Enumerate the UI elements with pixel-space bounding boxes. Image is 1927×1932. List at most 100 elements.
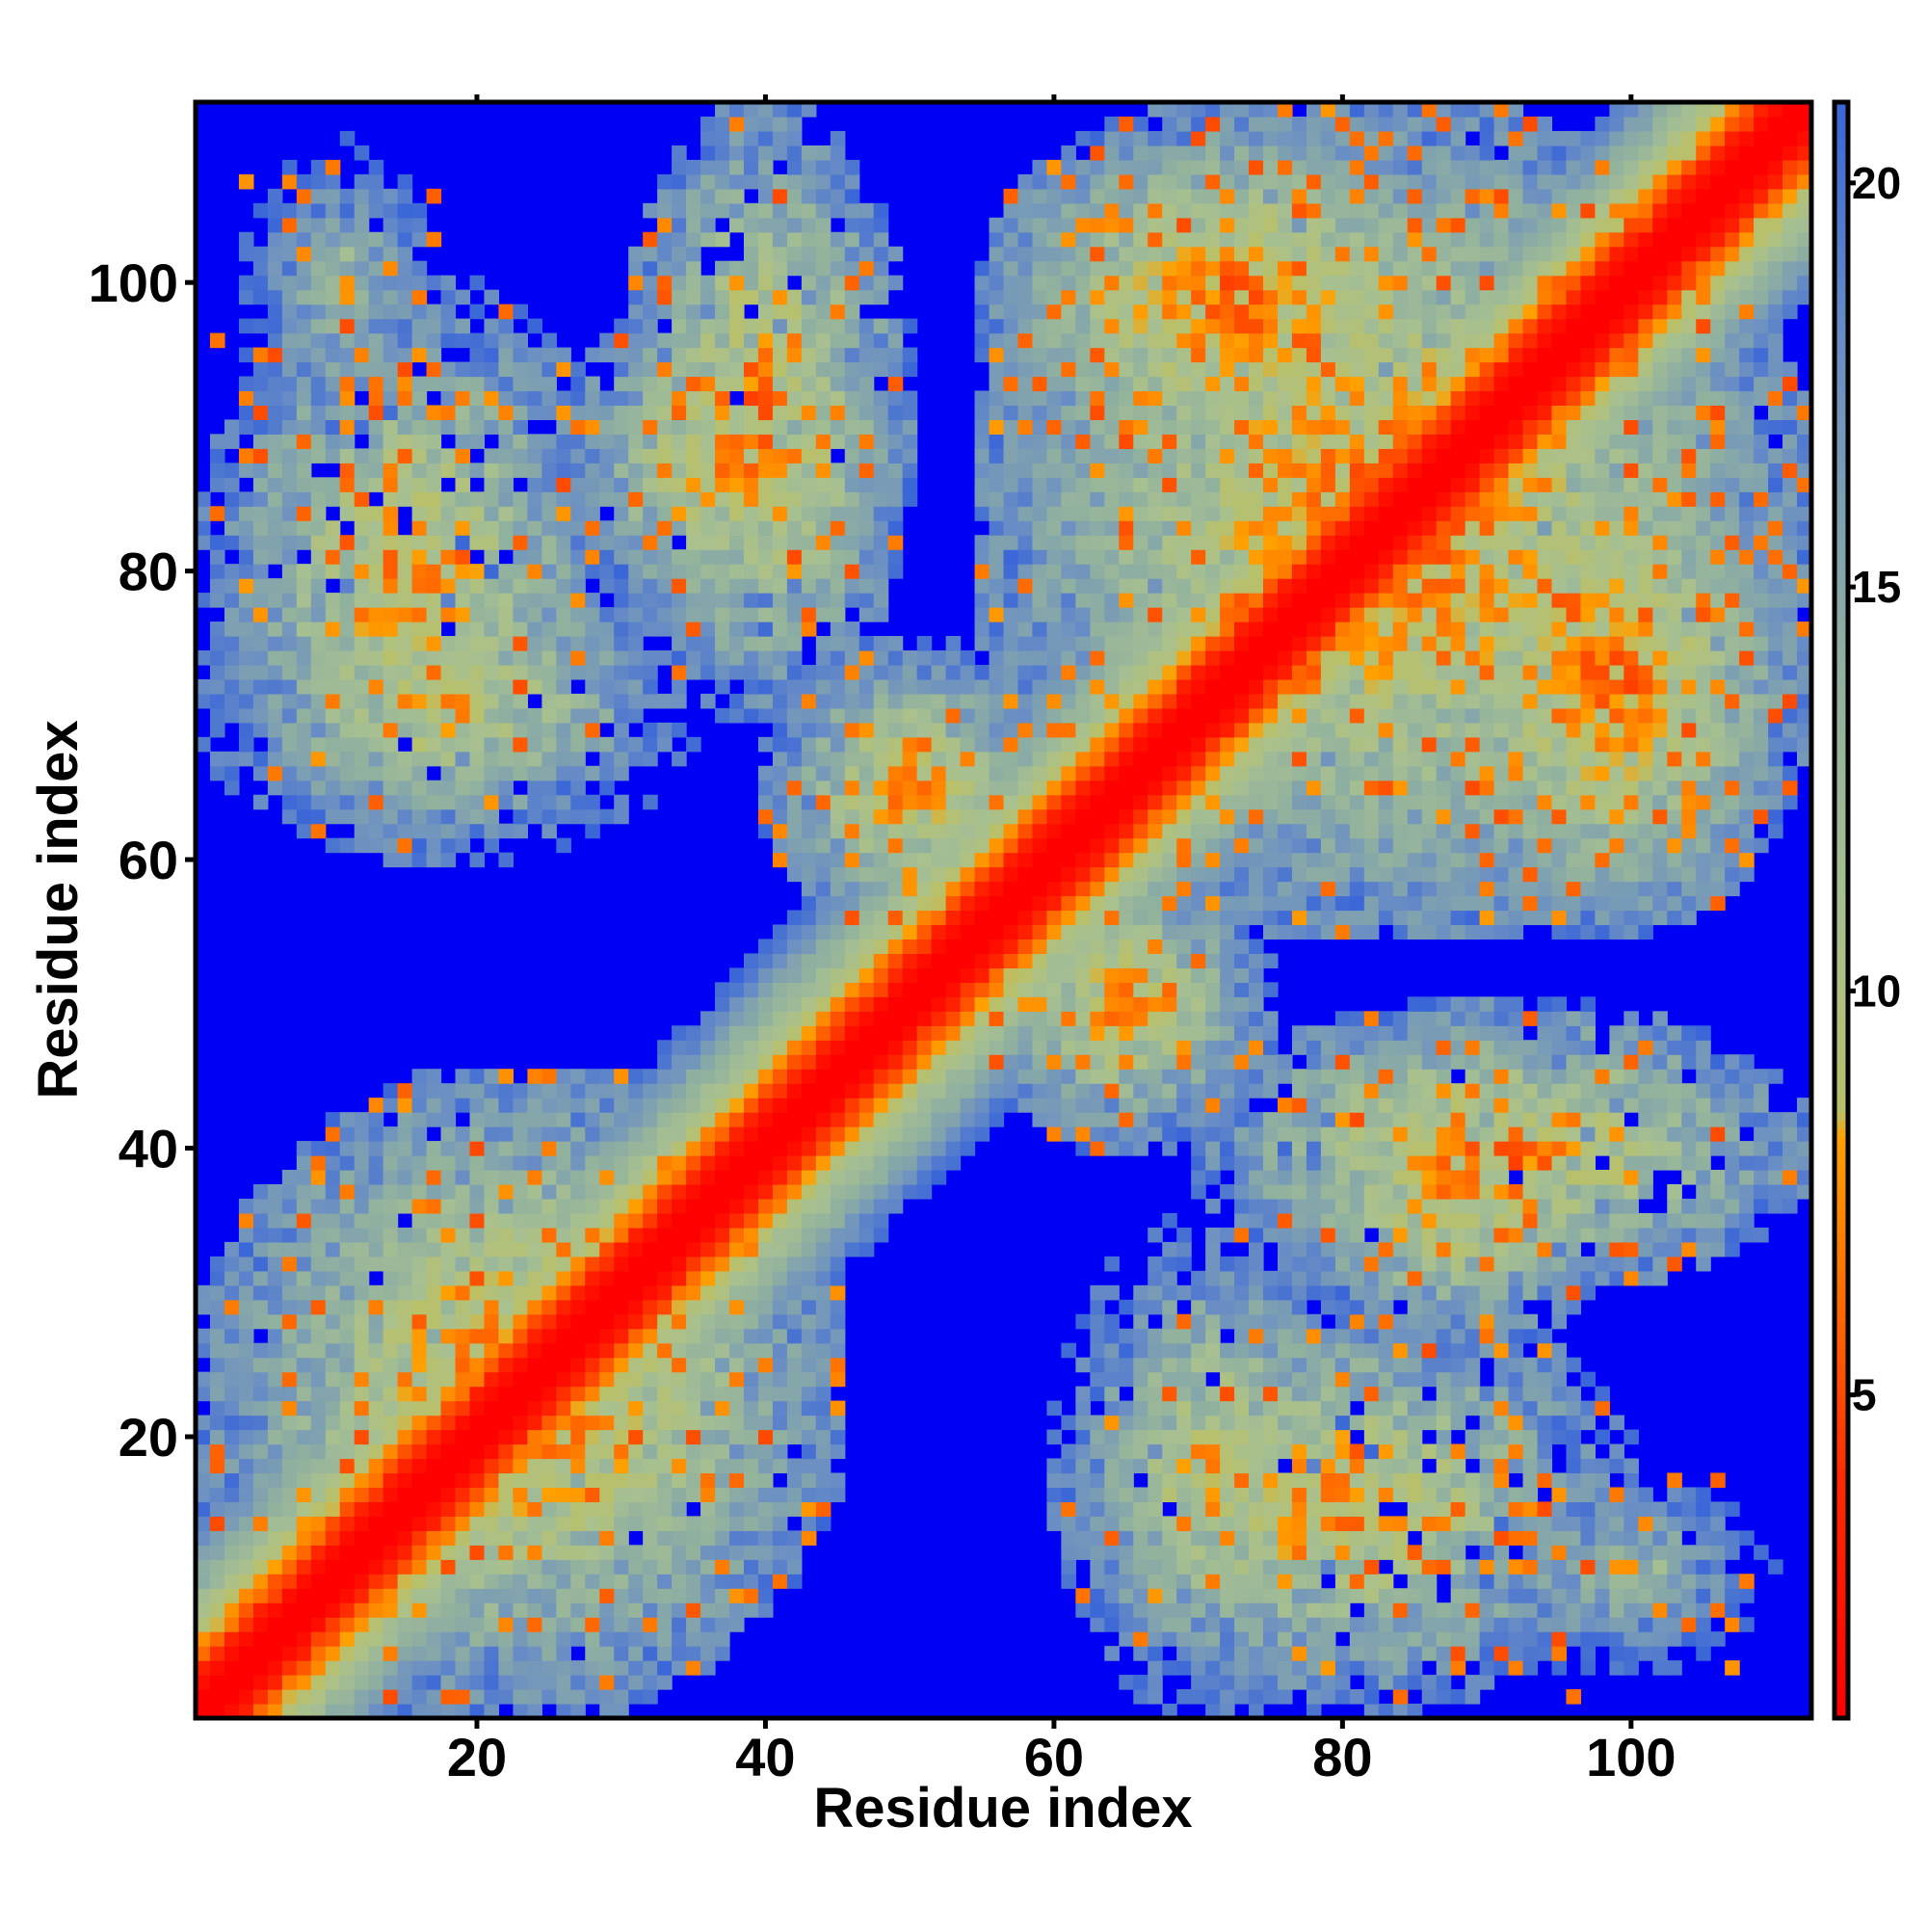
heatmap-cell	[801, 1112, 817, 1127]
heatmap-cell	[801, 159, 817, 175]
heatmap-cell	[383, 664, 399, 680]
heatmap-cell	[989, 578, 1005, 594]
heatmap-cell	[267, 1256, 283, 1272]
heatmap-cell	[772, 996, 788, 1012]
heatmap-cell	[1061, 649, 1076, 666]
heatmap-cell	[916, 794, 933, 810]
heatmap-cell	[974, 434, 990, 449]
heatmap-cell	[224, 1443, 240, 1460]
heatmap-cell	[498, 1617, 515, 1632]
heatmap-cell	[397, 318, 413, 334]
heatmap-cell	[310, 1241, 327, 1257]
heatmap-cell	[599, 636, 615, 651]
heatmap-cell	[715, 1198, 730, 1214]
heatmap-cell	[281, 1660, 298, 1676]
heatmap-cell	[556, 1284, 571, 1301]
heatmap-cell	[440, 1212, 457, 1229]
heatmap-cell	[411, 664, 428, 680]
heatmap-cell	[643, 1559, 658, 1575]
heatmap-cell	[411, 463, 428, 478]
heatmap-cell	[1075, 246, 1091, 262]
heatmap-cell	[1090, 1545, 1105, 1560]
heatmap-cell	[672, 188, 687, 204]
heatmap-cell	[989, 1025, 1005, 1041]
heatmap-cell	[772, 116, 788, 132]
heatmap-cell	[801, 1487, 817, 1502]
heatmap-cell	[672, 347, 687, 363]
heatmap-cell	[772, 1400, 788, 1416]
heatmap-cell	[643, 693, 658, 709]
heatmap-cell	[729, 1501, 745, 1517]
heatmap-cell	[772, 1299, 788, 1315]
heatmap-cell	[989, 318, 1005, 334]
heatmap-cell	[873, 607, 889, 622]
heatmap-cell	[209, 1256, 225, 1272]
heatmap-cell	[556, 1126, 571, 1142]
heatmap-cell	[1104, 664, 1120, 680]
heatmap-cell	[513, 506, 528, 521]
heatmap-cell	[1046, 808, 1062, 825]
heatmap-cell	[310, 823, 327, 839]
heatmap-cell	[902, 318, 918, 334]
heatmap-cell	[873, 593, 889, 608]
heatmap-cell	[786, 1371, 803, 1388]
heatmap-cell	[339, 1170, 356, 1185]
heatmap-cell	[873, 1170, 889, 1185]
heatmap-cell	[411, 722, 428, 738]
heatmap-cell	[1075, 1025, 1091, 1041]
heatmap-cell	[1003, 520, 1019, 536]
heatmap-cell	[643, 535, 658, 550]
heatmap-cell	[960, 1040, 976, 1055]
heatmap-cell	[1075, 1458, 1091, 1474]
heatmap-cell	[527, 1458, 542, 1474]
heatmap-cell	[743, 1054, 759, 1070]
heatmap-cell	[1119, 173, 1134, 190]
heatmap-cell	[815, 1299, 832, 1315]
heatmap-cell	[815, 477, 832, 492]
heatmap-cell	[339, 130, 356, 146]
heatmap-cell	[786, 1458, 803, 1474]
heatmap-cell	[844, 736, 860, 753]
heatmap-cell	[672, 448, 687, 463]
heatmap-cell	[196, 1545, 211, 1560]
heatmap-cell	[916, 780, 933, 796]
heatmap-cell	[902, 967, 918, 983]
heatmap-cell	[643, 448, 658, 463]
heatmap-cell	[397, 361, 413, 378]
heatmap-cell	[715, 1112, 730, 1127]
heatmap-cell	[1061, 1516, 1076, 1531]
heatmap-cell	[916, 1083, 933, 1098]
heatmap-cell	[281, 1458, 298, 1474]
heatmap-cell	[815, 1429, 832, 1445]
heatmap-cell	[916, 1011, 933, 1026]
heatmap-cell	[643, 1069, 658, 1084]
heatmap-cell	[686, 520, 701, 536]
heatmap-cell	[729, 707, 745, 724]
heatmap-cell	[455, 1342, 471, 1359]
heatmap-cell	[672, 405, 687, 421]
heatmap-cell	[310, 491, 327, 507]
heatmap-cell	[585, 1284, 600, 1301]
heatmap-cell	[498, 649, 515, 666]
heatmap-cell	[700, 1270, 716, 1286]
heatmap-cell	[325, 1415, 341, 1431]
heatmap-cell	[267, 1675, 283, 1690]
heatmap-cell	[469, 622, 486, 637]
heatmap-cell	[599, 434, 615, 449]
heatmap-cell	[916, 939, 933, 955]
heatmap-cell	[440, 275, 457, 291]
heatmap-cell	[1017, 707, 1034, 724]
heatmap-cell	[743, 1011, 759, 1026]
heatmap-cell	[527, 463, 542, 478]
heatmap-cell	[1075, 347, 1091, 363]
heatmap-cell	[484, 376, 500, 392]
heatmap-cell	[325, 1170, 341, 1185]
heatmap-cell	[252, 361, 269, 378]
heatmap-cell	[1003, 231, 1019, 248]
heatmap-cell	[844, 866, 860, 883]
heatmap-cell	[556, 1386, 571, 1402]
heatmap-cell	[1075, 924, 1091, 940]
heatmap-cell	[945, 1069, 962, 1084]
heatmap-cell	[339, 376, 356, 392]
heatmap-cell	[1090, 130, 1105, 146]
